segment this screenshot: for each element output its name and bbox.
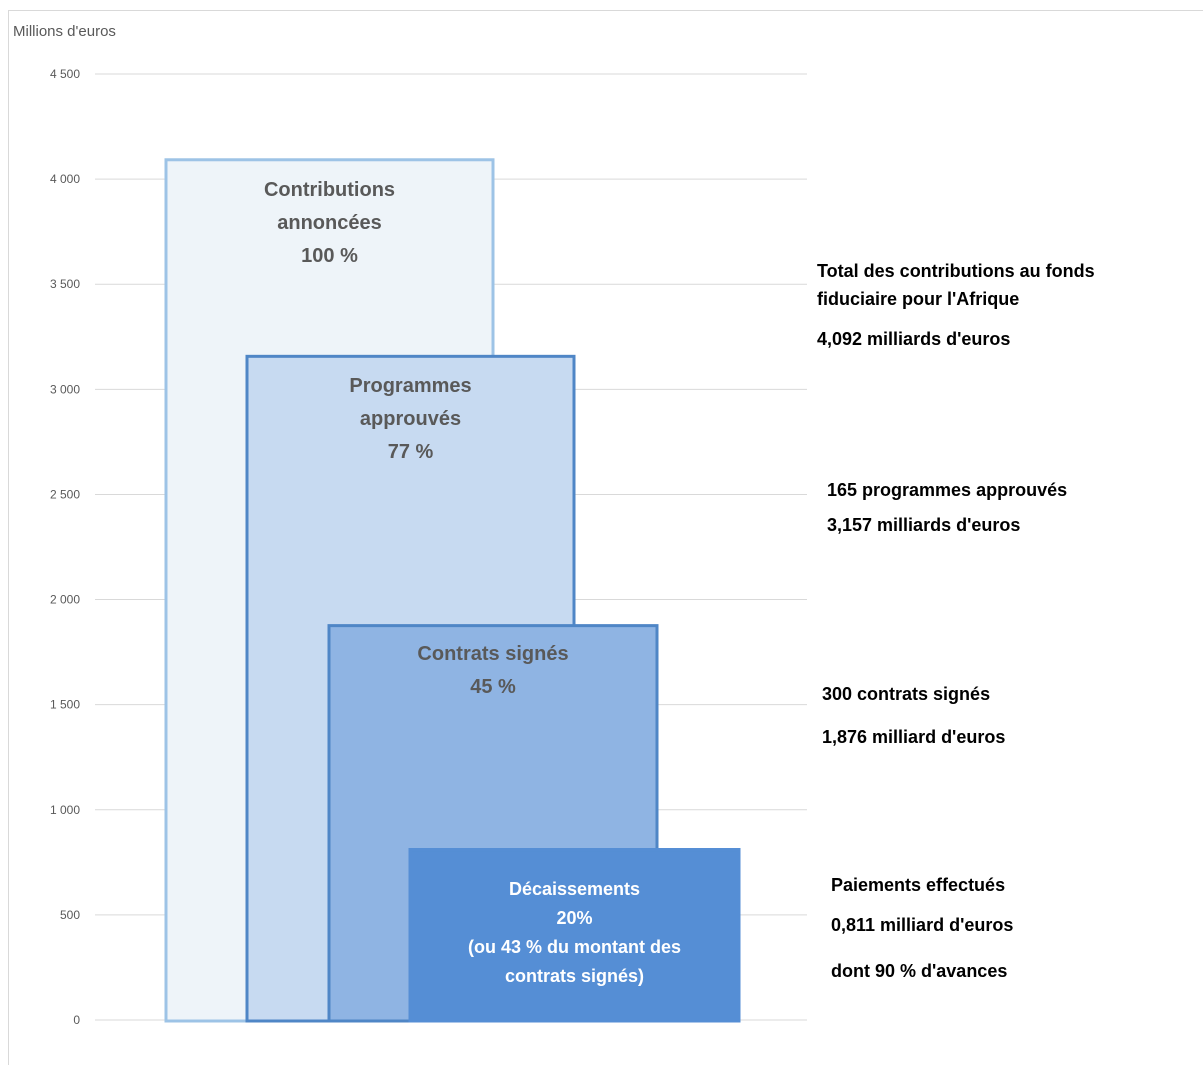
bars [164,158,741,1023]
bar-label-line: Contrats signés [417,643,568,665]
bar-label-line: Contributions [264,179,395,201]
annotation-line: Paiements effectués [831,875,1005,895]
bar-labels: Contributions annoncées 100 % Programmes app… [264,179,681,986]
bar-label-line: Décaissements [509,879,640,899]
y-unit-label: Millions d'euros [13,23,116,40]
y-tick-label: 4 000 [50,172,80,186]
y-tick-label: 3 000 [50,382,80,396]
bar-label-line: Programmes [349,375,471,397]
chart-frame [8,10,1203,1065]
y-tick-label: 1 000 [50,803,80,817]
annotation-line: 0,811 milliard d'euros [831,915,1013,935]
bar-label-line: 20% [556,908,592,928]
bar-4 [408,848,741,1023]
y-tick-label: 3 500 [50,277,80,291]
annotation-line: Total des contributions au fonds [817,261,1095,281]
y-tick-label: 500 [60,908,80,922]
annotation-line: 165 programmes approuvés [827,480,1067,500]
annotations: Total des contributions au fonds fiduciai… [817,261,1095,981]
annotation-line: 1,876 milliard d'euros [822,727,1005,747]
bar-label-line: 100 % [301,245,358,267]
bar-label-line: (ou 43 % du montant des [468,937,681,957]
y-tick-label: 0 [73,1013,80,1027]
y-tick-label: 4 500 [50,67,80,81]
bar-label-line: annoncées [277,212,381,234]
annotation-line: 3,157 milliards d'euros [827,515,1020,535]
bar-label-line: contrats signés) [505,966,644,986]
bar-label-line: 45 % [470,676,516,698]
bar-label-line: 77 % [388,441,434,463]
annotation-line: fiduciaire pour l'Afrique [817,289,1019,309]
y-tick-label: 2 000 [50,593,80,607]
y-axis-ticks: 0 500 1 000 1 500 2 000 2 500 3 000 3 500 4 000 4… [50,67,80,1027]
annotation-line: dont 90 % d'avances [831,961,1007,981]
y-tick-label: 1 500 [50,698,80,712]
annotation-line: 300 contrats signés [822,684,990,704]
bar-label-line: approuvés [360,408,461,430]
annotation-line: 4,092 milliards d'euros [817,329,1010,349]
y-tick-label: 2 500 [50,487,80,501]
